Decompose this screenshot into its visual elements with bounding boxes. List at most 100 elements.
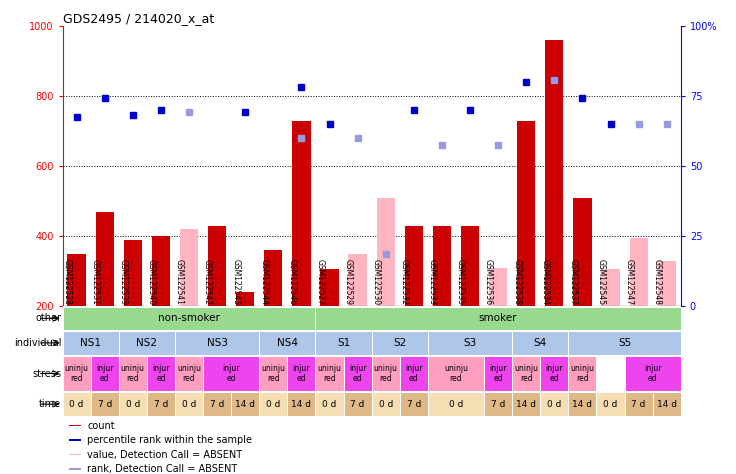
Bar — [68, 254, 85, 306]
Text: S5: S5 — [618, 338, 631, 348]
Bar — [68, 454, 81, 456]
Text: injur
ed: injur ed — [349, 364, 367, 383]
Text: time: time — [39, 399, 61, 409]
Bar — [512, 331, 568, 355]
Text: injur
ed: injur ed — [293, 364, 310, 383]
Text: injur
ed: injur ed — [222, 364, 240, 383]
Bar — [68, 468, 81, 470]
Bar — [203, 356, 259, 391]
Text: NS1: NS1 — [80, 338, 101, 348]
Text: injur
ed: injur ed — [545, 364, 563, 383]
Bar — [484, 392, 512, 416]
Bar — [236, 292, 255, 306]
Bar — [259, 356, 287, 391]
Bar — [124, 239, 142, 306]
Text: injur
ed: injur ed — [405, 364, 422, 383]
Text: percentile rank within the sample: percentile rank within the sample — [88, 436, 252, 446]
Text: uninju
red: uninju red — [65, 364, 88, 383]
Bar — [405, 226, 423, 306]
Bar — [625, 356, 681, 391]
Bar — [118, 356, 147, 391]
Bar — [287, 392, 316, 416]
Text: GSM122527: GSM122527 — [316, 259, 325, 305]
Bar — [63, 392, 91, 416]
Bar — [175, 356, 203, 391]
Text: 0 d: 0 d — [126, 400, 140, 409]
Bar — [568, 356, 596, 391]
Text: NS3: NS3 — [207, 338, 227, 348]
Text: uninju
red: uninju red — [570, 364, 595, 383]
Text: 7 d: 7 d — [491, 400, 506, 409]
Text: 7 d: 7 d — [210, 400, 224, 409]
Bar — [512, 356, 540, 391]
Bar — [428, 331, 512, 355]
Text: uninju
red: uninju red — [374, 364, 397, 383]
Text: S2: S2 — [393, 338, 406, 348]
Text: 0 d: 0 d — [266, 400, 280, 409]
Text: 0 d: 0 d — [182, 400, 197, 409]
Bar — [489, 268, 507, 306]
Bar — [540, 392, 568, 416]
Bar — [372, 356, 400, 391]
Bar — [658, 261, 676, 306]
Text: GSM122537: GSM122537 — [568, 259, 578, 305]
Bar — [259, 392, 287, 416]
Bar — [344, 356, 372, 391]
Text: injur
ed: injur ed — [96, 364, 113, 383]
Text: GSM122543: GSM122543 — [231, 259, 240, 305]
Text: GSM122547: GSM122547 — [625, 259, 634, 305]
Text: 7 d: 7 d — [631, 400, 645, 409]
Bar — [568, 331, 681, 355]
Bar — [349, 254, 367, 306]
Text: GSM122532: GSM122532 — [400, 259, 408, 305]
Text: uninju
red: uninju red — [121, 364, 145, 383]
Bar — [316, 392, 344, 416]
Bar — [316, 307, 681, 330]
Bar — [372, 331, 428, 355]
Bar — [629, 238, 648, 306]
Text: GSM122535: GSM122535 — [456, 259, 465, 305]
Bar — [372, 392, 400, 416]
Text: uninju
red: uninju red — [317, 364, 342, 383]
Bar — [96, 211, 114, 306]
Text: GSM122538: GSM122538 — [512, 259, 521, 305]
Text: 0 d: 0 d — [547, 400, 562, 409]
Text: smoker: smoker — [479, 313, 517, 323]
Text: GSM122534: GSM122534 — [540, 259, 549, 305]
Bar — [344, 392, 372, 416]
Text: 14 d: 14 d — [573, 400, 592, 409]
Text: S1: S1 — [337, 338, 350, 348]
Text: GSM122531: GSM122531 — [91, 259, 99, 305]
Text: uninju
red: uninju red — [444, 364, 468, 383]
Text: injur
ed: injur ed — [489, 364, 507, 383]
Text: GSM122544: GSM122544 — [259, 259, 269, 305]
Bar — [461, 226, 479, 306]
Bar — [118, 392, 147, 416]
Text: 7 d: 7 d — [98, 400, 112, 409]
Bar — [264, 250, 283, 306]
Text: GSM122546: GSM122546 — [287, 259, 297, 305]
Bar — [63, 307, 316, 330]
Text: rank, Detection Call = ABSENT: rank, Detection Call = ABSENT — [88, 465, 238, 474]
Text: uninju
red: uninju red — [514, 364, 538, 383]
Bar — [91, 392, 118, 416]
Text: S3: S3 — [464, 338, 477, 348]
Text: GSM122539: GSM122539 — [118, 259, 128, 305]
Text: individual: individual — [14, 338, 61, 348]
Text: GSM122542: GSM122542 — [203, 259, 212, 305]
Bar — [625, 392, 653, 416]
Text: count: count — [88, 421, 115, 431]
Text: 0 d: 0 d — [449, 400, 463, 409]
Bar — [287, 356, 316, 391]
Bar — [63, 356, 91, 391]
Bar — [118, 331, 175, 355]
Bar — [292, 120, 311, 306]
Bar — [545, 40, 564, 306]
Text: GSM122529: GSM122529 — [344, 259, 353, 305]
Bar — [428, 356, 484, 391]
Text: GSM122545: GSM122545 — [596, 259, 606, 305]
Text: 14 d: 14 d — [236, 400, 255, 409]
Bar — [231, 392, 259, 416]
Text: injur
ed: injur ed — [152, 364, 170, 383]
Bar — [596, 392, 625, 416]
